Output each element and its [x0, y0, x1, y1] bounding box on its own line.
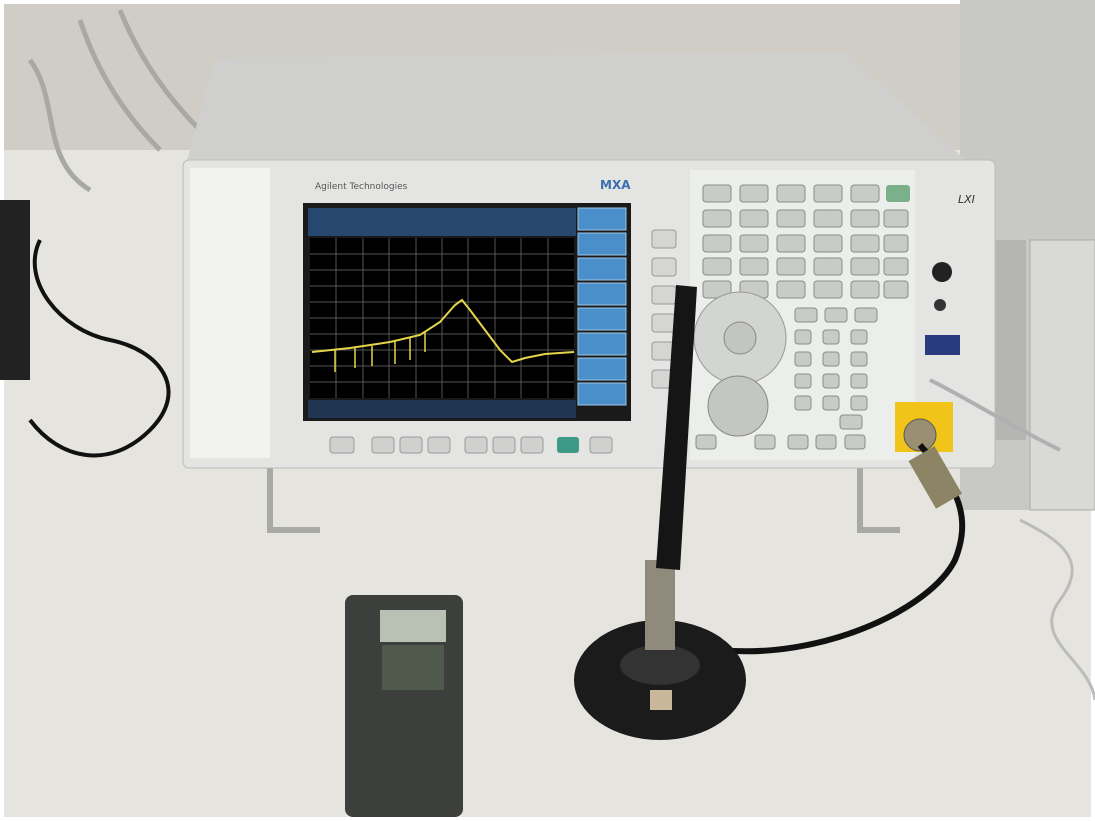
- analyzer-legs: [267, 465, 900, 533]
- bottom-buttons: [329, 436, 613, 454]
- softkeys: [577, 207, 627, 406]
- antenna-base-top: [620, 645, 700, 685]
- power-button: [932, 262, 952, 282]
- model-label: MXA: [600, 178, 631, 192]
- green-key: [886, 185, 910, 202]
- brand-label: Agilent Technologies: [315, 182, 408, 192]
- handle: [190, 168, 270, 458]
- rf-connector: [903, 418, 937, 452]
- antenna-rod: [656, 285, 697, 570]
- screen-footer: [308, 400, 576, 418]
- headphone-jack: [934, 299, 946, 311]
- screen-spurs: [334, 332, 426, 372]
- antenna-mount: [645, 560, 675, 650]
- meter-display: [380, 610, 446, 642]
- usb-stick: [925, 335, 960, 355]
- side-instrument-panel: [1029, 239, 1095, 511]
- screen-header: [308, 208, 576, 236]
- analyzer-top: [185, 52, 968, 168]
- usb-cable: [929, 378, 1061, 452]
- badge-label: LXI: [958, 193, 975, 206]
- gray-cables: [27, 9, 202, 193]
- green-button: [557, 437, 579, 453]
- screen-grid: [310, 238, 574, 398]
- cable-connector: [908, 446, 962, 509]
- nav-center: [723, 321, 757, 355]
- rotary-knob: [707, 375, 769, 437]
- left-device: [0, 200, 30, 380]
- black-cable: [28, 239, 171, 458]
- side-cable: [1019, 518, 1095, 701]
- keypad-keys: [695, 184, 909, 450]
- base-sticker: [650, 690, 672, 710]
- meter-keys: [382, 645, 444, 690]
